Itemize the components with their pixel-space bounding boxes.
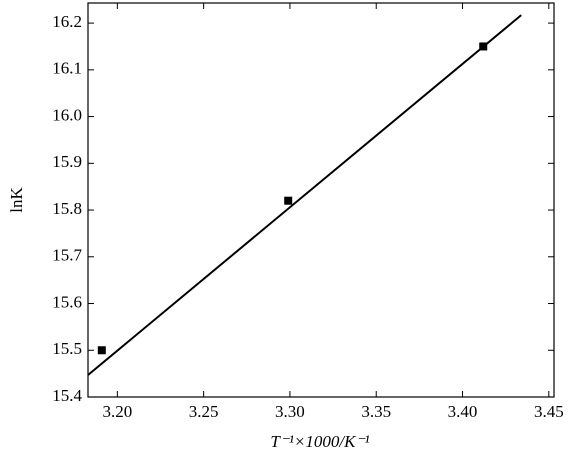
x-tick-label: 3.35: [361, 402, 391, 421]
x-tick-label: 3.25: [189, 402, 219, 421]
x-tick-label: 3.30: [275, 402, 305, 421]
y-tick-label: 15.4: [52, 386, 82, 405]
plot-frame: [87, 2, 555, 398]
data-point: [97, 346, 106, 355]
y-tick-label: 16.2: [52, 12, 82, 31]
y-tick-label: 15.9: [52, 152, 82, 171]
y-tick-label: 15.7: [52, 246, 82, 265]
x-tick-label: 3.40: [448, 402, 478, 421]
y-tick-label: 16.1: [52, 59, 82, 78]
x-tick-label: 3.45: [534, 402, 564, 421]
y-tick-label: 15.5: [52, 339, 82, 358]
data-point: [284, 196, 293, 205]
y-tick-label: 15.8: [52, 199, 82, 218]
y-tick-label: 15.6: [52, 292, 82, 311]
y-tick-label: 16.0: [52, 105, 82, 124]
x-axis-label: T⁻¹×1000/K⁻¹: [270, 432, 369, 451]
y-axis-label: lnK: [7, 187, 26, 213]
x-tick-label: 3.20: [102, 402, 132, 421]
fit-line: [87, 14, 522, 376]
